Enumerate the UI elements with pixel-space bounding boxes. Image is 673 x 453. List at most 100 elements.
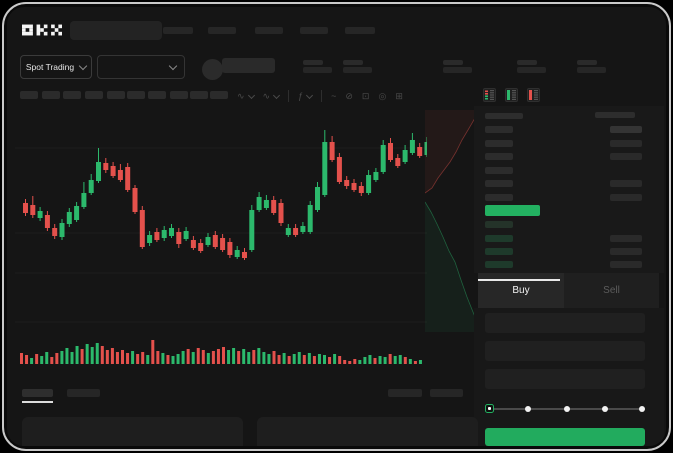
- candle-body: [44, 215, 50, 228]
- trendline-icon[interactable]: ~: [331, 91, 336, 101]
- depth-bids-area-line: [425, 201, 477, 323]
- volume-bar: [151, 340, 155, 364]
- compare-icon[interactable]: ∿: [263, 91, 281, 102]
- open-orders-panel-placeholder: [22, 417, 243, 446]
- candle-body: [212, 235, 218, 247]
- tool-button-placeholder[interactable]: [63, 91, 81, 99]
- volume-bar: [343, 360, 347, 364]
- settings-gear-icon[interactable]: ◎: [378, 91, 386, 102]
- candle-body: [322, 142, 328, 195]
- bottom-tab-placeholder[interactable]: [67, 389, 100, 397]
- candle-body: [388, 143, 393, 160]
- candle-body: [110, 166, 116, 176]
- volume-bar: [171, 356, 175, 364]
- stat-value-placeholder: [343, 67, 372, 73]
- volume-bar: [206, 353, 210, 364]
- tool-button-placeholder[interactable]: [20, 91, 38, 99]
- tab-sell[interactable]: Sell: [564, 273, 659, 308]
- tool-button-placeholder[interactable]: [148, 91, 166, 99]
- buy-submit-button[interactable]: [485, 428, 645, 446]
- measure-icon[interactable]: ⊘: [345, 91, 353, 102]
- stat-label-placeholder: [343, 60, 363, 65]
- depth-asks-area-line: [425, 115, 477, 194]
- fullscreen-icon[interactable]: ⊞: [395, 91, 403, 102]
- volume-bar: [126, 353, 130, 364]
- bottom-action-placeholder[interactable]: [430, 389, 463, 397]
- tool-button-placeholder[interactable]: [210, 91, 228, 99]
- slider-stop-50[interactable]: [564, 406, 570, 412]
- candle-body: [344, 180, 350, 186]
- volume-bar: [388, 354, 392, 364]
- volume-bar: [317, 354, 321, 364]
- toolbar-divider: [288, 90, 290, 102]
- bottom-action-placeholder[interactable]: [388, 389, 422, 397]
- pair-selector[interactable]: [97, 55, 185, 79]
- tool-button-placeholder[interactable]: [190, 91, 208, 99]
- total-input-placeholder[interactable]: [485, 369, 645, 389]
- nav-item-placeholder[interactable]: [208, 27, 236, 34]
- stat-label-placeholder: [577, 60, 597, 65]
- volume-bar: [242, 349, 246, 364]
- nav-item-placeholder[interactable]: [345, 27, 375, 34]
- price-input-placeholder[interactable]: [485, 313, 645, 333]
- volume-bar: [156, 351, 160, 364]
- tool-button-placeholder[interactable]: [85, 91, 103, 99]
- asks-only-icon[interactable]: [527, 88, 540, 102]
- volume-bar: [363, 357, 367, 364]
- chart-style-icon[interactable]: ∿: [237, 90, 255, 102]
- tool-button-placeholder[interactable]: [170, 91, 188, 99]
- amount-placeholder: [610, 248, 642, 255]
- price-placeholder: [485, 180, 513, 187]
- candle-body: [409, 140, 415, 153]
- candle-body: [417, 147, 423, 156]
- tab-buy-label: Buy: [512, 285, 530, 296]
- nav-item-placeholder[interactable]: [255, 27, 283, 34]
- camera-icon[interactable]: ⊡: [362, 91, 370, 102]
- nav-item-placeholder[interactable]: [300, 27, 328, 34]
- slider-stop-25[interactable]: [525, 406, 531, 412]
- volume-bar: [302, 355, 306, 364]
- indicators-icon[interactable]: ƒ: [298, 91, 314, 101]
- amount-placeholder: [610, 180, 642, 187]
- stat-label-placeholder: [303, 60, 323, 65]
- orderbook-panel: [474, 106, 664, 273]
- volume-bar: [105, 350, 109, 364]
- bottom-tab-active-placeholder[interactable]: [22, 389, 53, 397]
- amount-input-placeholder[interactable]: [485, 341, 645, 361]
- market-type-selector[interactable]: Spot Trading: [20, 55, 92, 79]
- volume-bar: [413, 361, 417, 364]
- chevron-down-icon: [168, 61, 178, 71]
- candle-body: [139, 210, 145, 247]
- bids-only-icon[interactable]: [505, 88, 518, 102]
- candle-body: [59, 223, 65, 237]
- tool-button-placeholder[interactable]: [127, 91, 145, 99]
- tab-buy[interactable]: Buy: [478, 273, 564, 308]
- volume-bar: [272, 351, 276, 364]
- tool-button-placeholder[interactable]: [42, 91, 60, 99]
- nav-item-placeholder[interactable]: [163, 27, 193, 34]
- search-bar-placeholder[interactable]: [70, 21, 162, 40]
- active-tab-indicator: [478, 279, 560, 281]
- slider-stop-100[interactable]: [639, 406, 645, 412]
- candle-body: [190, 240, 196, 248]
- volume-bar: [131, 351, 135, 364]
- candle-body: [96, 162, 101, 181]
- chevron-down-icon: [78, 61, 88, 71]
- candle-body: [249, 210, 255, 250]
- volume-bar: [368, 355, 372, 364]
- candlestick-chart[interactable]: [15, 110, 427, 375]
- okx-logo[interactable]: [22, 23, 62, 36]
- slider-stop-75[interactable]: [602, 406, 608, 412]
- volume-bar: [237, 351, 241, 364]
- chart-style-icon-glyph: ∿: [237, 90, 245, 101]
- volume-bar: [418, 360, 422, 364]
- stat-value-placeholder: [443, 67, 472, 73]
- candle-body: [198, 243, 204, 251]
- volume-bar: [373, 358, 377, 364]
- candle-body: [176, 232, 182, 244]
- combined-book-icon[interactable]: [483, 88, 496, 102]
- tool-button-placeholder[interactable]: [107, 91, 125, 99]
- amount-slider-handle[interactable]: [485, 404, 494, 413]
- asks-only-icon-glyph: [529, 90, 538, 100]
